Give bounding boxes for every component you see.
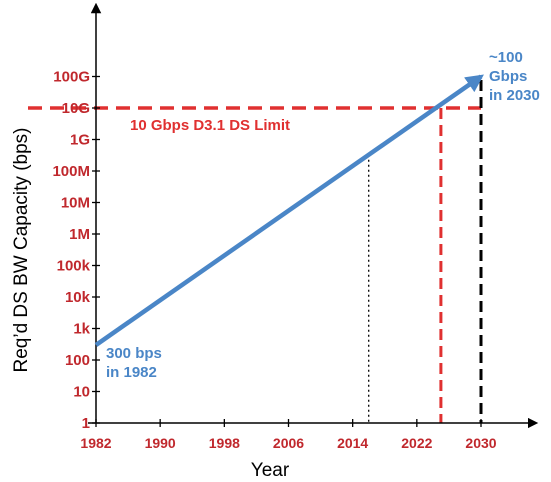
x-tick-label: 2030 [465,435,496,451]
y-tick-label: 10M [61,195,90,212]
y-tick-label: 100M [52,163,90,180]
annotation-0: 300 bps in 1982 [106,345,162,381]
x-tick-label: 1982 [80,435,111,451]
y-axis-title: Req’d DS BW Capacity (bps) [11,128,32,373]
y-tick-label: 1M [69,226,90,243]
annotation-line: 300 bps [106,345,162,362]
y-tick-label: 10 [73,384,90,401]
y-tick-label: 100k [57,258,91,275]
reference-lines-layer [28,80,483,423]
annotation-line: in 1982 [106,364,157,381]
x-tick-label: 2014 [337,435,368,451]
annotation-line: in 2030 [489,87,540,104]
x-axis-title: Year [251,460,290,481]
series-layer [94,74,484,347]
y-tick-label: 1k [73,321,90,338]
reference-line-label: 10 Gbps D3.1 DS Limit [130,117,290,134]
y-tick-label: 10k [65,289,91,306]
annotation-1: ~100 Gbps in 2030 [489,49,540,104]
annotation-line: Gbps [489,68,527,85]
x-tick-label: 2006 [273,435,304,451]
annotation-line: ~100 [489,49,523,66]
labels-layer: 10 Gbps D3.1 DS Limit 1 10 100 1k 10k 100k 1M 10… [11,49,540,481]
y-tick-label: 100G [53,69,90,86]
y-tick-label: 100 [65,352,90,369]
axes-layer [88,2,539,429]
x-tick-label: 1998 [209,435,240,451]
y-tick-label: 10G [62,100,90,117]
x-tick-label: 2022 [401,435,432,451]
x-tick-label: 1990 [145,435,176,451]
y-tick-label: 1 [82,415,90,432]
series-line [94,74,484,347]
y-tick-label: 1G [70,132,90,149]
